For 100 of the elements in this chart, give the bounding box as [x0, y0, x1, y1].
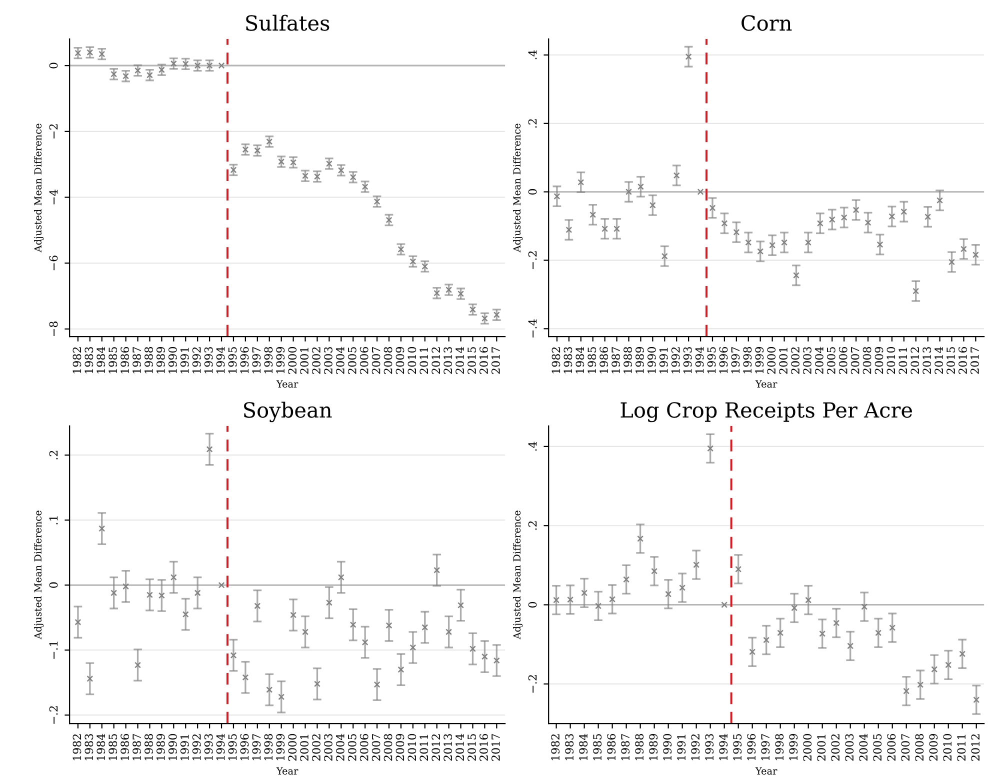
- y-tick-label: .2: [528, 119, 537, 128]
- x-tick-label: 1989: [649, 734, 658, 760]
- x-tick-label: 1994: [216, 346, 225, 374]
- chart-title: Corn: [742, 15, 792, 31]
- y-tick-label: −.4: [528, 319, 537, 338]
- x-tick-label: 2003: [845, 734, 854, 761]
- x-tick-label: 1989: [636, 347, 644, 374]
- point: [864, 219, 872, 226]
- point: [614, 226, 620, 232]
- x-tick-label: 2011: [957, 734, 966, 761]
- x-tick-label: 2016: [480, 734, 488, 761]
- x-tick-label: 2008: [384, 347, 392, 374]
- y-tick-label: −8: [49, 322, 58, 336]
- point: [781, 239, 788, 246]
- x-tick-label: 2011: [898, 348, 908, 374]
- x-tick-label: 2009: [396, 347, 404, 374]
- x-tick-label: 1991: [180, 734, 189, 760]
- point: [875, 630, 882, 636]
- x-tick-label: 2012: [910, 347, 920, 374]
- x-tick-label: 1991: [677, 734, 686, 760]
- x-tick-label: 1989: [156, 734, 165, 760]
- x-tick-label: 1994: [719, 734, 728, 760]
- y-axis-title: Adjusted Mean Difference: [34, 124, 44, 252]
- x-tick-label: 1996: [719, 346, 728, 374]
- x-axis-title: Year: [276, 767, 298, 775]
- point: [566, 226, 572, 234]
- x-tick-label: 2006: [360, 346, 368, 374]
- x-tick-label: 2015: [468, 734, 476, 761]
- x-tick-label: 1984: [96, 346, 106, 374]
- x-tick-label: 1996: [747, 734, 756, 760]
- x-tick-label: 1986: [120, 346, 130, 374]
- x-tick-label: 2000: [767, 347, 776, 374]
- x-tick-label: 1997: [252, 734, 261, 760]
- point: [146, 592, 153, 598]
- point: [931, 666, 938, 673]
- point: [793, 272, 800, 279]
- point: [434, 566, 440, 574]
- x-axis-title: Year: [276, 380, 298, 388]
- point: [861, 604, 868, 610]
- point: [693, 562, 700, 568]
- point: [804, 239, 812, 246]
- point: [554, 193, 560, 200]
- x-tick-label: 1998: [264, 734, 273, 760]
- x-tick-label: 1982: [72, 347, 82, 374]
- y-tick-label: .2: [49, 450, 58, 460]
- point: [481, 653, 488, 660]
- x-tick-label: 1995: [733, 734, 742, 760]
- point: [302, 628, 308, 636]
- point: [266, 686, 273, 693]
- point: [805, 596, 812, 604]
- point: [470, 646, 476, 652]
- point: [86, 49, 94, 56]
- point: [74, 618, 82, 626]
- point: [110, 590, 118, 596]
- x-tick-label: 2000: [288, 734, 297, 761]
- x-tick-label: 1987: [612, 347, 620, 374]
- x-tick-label: 1986: [607, 734, 616, 760]
- point: [733, 228, 740, 236]
- x-tick-label: 2011: [420, 734, 428, 761]
- point: [266, 138, 273, 145]
- x-tick-label: 1993: [204, 734, 213, 760]
- x-tick-label: 1986: [120, 734, 130, 760]
- point: [924, 214, 932, 220]
- x-tick-label: 2017: [491, 734, 500, 761]
- point: [749, 648, 756, 656]
- point: [350, 622, 356, 628]
- x-axis-title: Year: [755, 767, 778, 775]
- x-tick-label: 1985: [588, 347, 596, 374]
- y-tick-label: −4: [49, 190, 58, 204]
- point: [847, 642, 854, 650]
- point: [410, 258, 416, 265]
- chart-title: Sulfates: [246, 14, 330, 31]
- x-tick-label: 2010: [408, 347, 416, 374]
- x-tick-label: 1992: [192, 734, 201, 760]
- x-tick-label: 2014: [456, 346, 464, 374]
- point: [623, 576, 630, 583]
- point: [230, 652, 237, 659]
- y-tick-label: −.2: [49, 706, 58, 724]
- point: [651, 568, 658, 574]
- point: [903, 688, 910, 694]
- point: [290, 159, 297, 166]
- x-tick-label: 2013: [444, 734, 452, 761]
- x-tick-label: 2009: [874, 347, 884, 374]
- x-tick-label: 2001: [817, 734, 826, 761]
- x-tick-label: 2014: [934, 346, 944, 374]
- x-tick-label: 1990: [168, 347, 177, 374]
- x-tick-label: 1994: [695, 346, 704, 374]
- x-tick-label: 1990: [647, 347, 656, 374]
- point: [578, 179, 584, 186]
- x-tick-label: 1995: [228, 347, 237, 374]
- x-tick-label: 1991: [659, 348, 668, 374]
- point: [134, 662, 141, 668]
- x-tick-label: 1985: [108, 734, 118, 760]
- x-tick-label: 1983: [564, 347, 572, 374]
- point: [218, 62, 225, 69]
- point: [170, 60, 177, 67]
- x-tick-label: 1987: [621, 734, 630, 760]
- point: [959, 650, 966, 658]
- point: [888, 213, 896, 220]
- x-tick-label: 2010: [408, 734, 416, 761]
